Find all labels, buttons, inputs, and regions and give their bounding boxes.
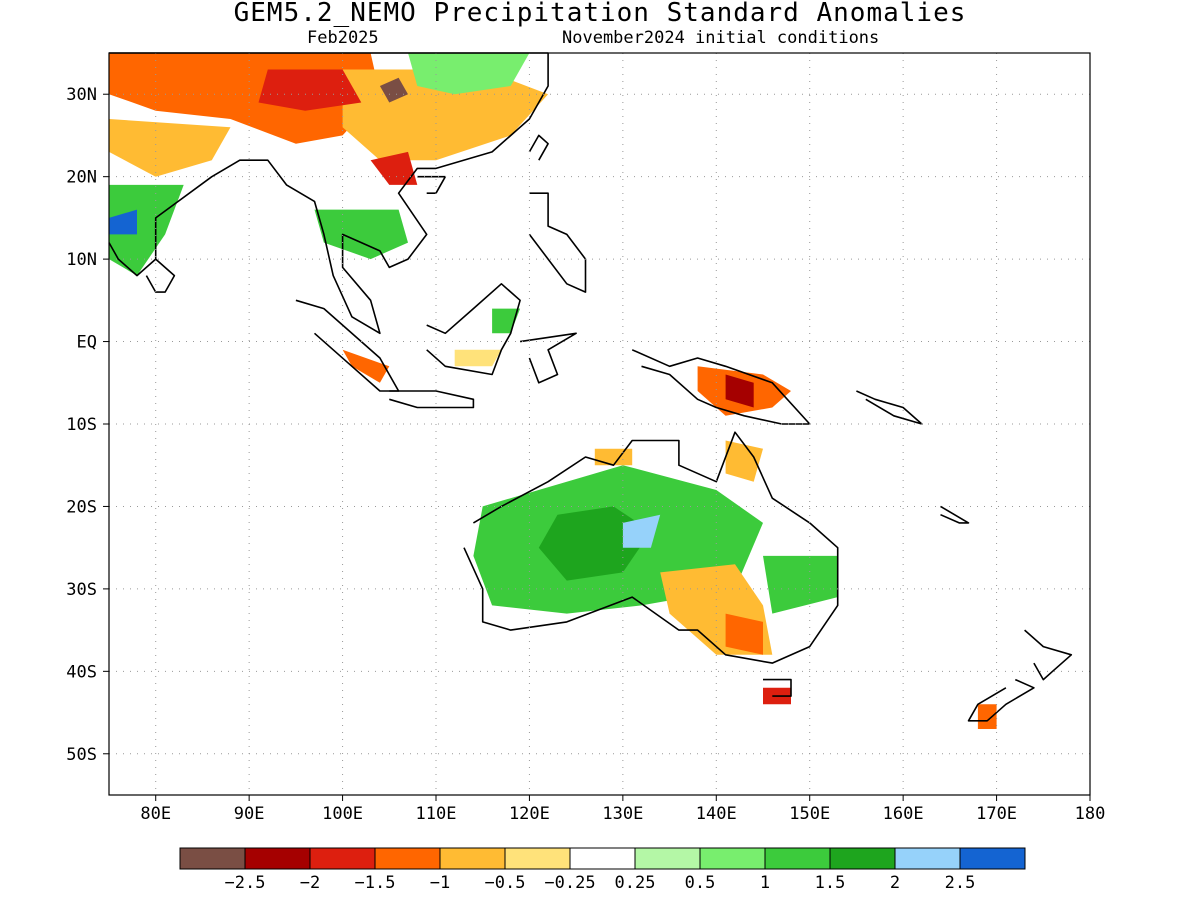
- anomaly-region-borneo-wet: [492, 308, 521, 334]
- x-tick-label: 110E: [416, 804, 457, 824]
- coastline-nz-south: [967, 678, 1035, 722]
- legend-swatch: [634, 847, 701, 870]
- legend-label: 0.5: [685, 873, 716, 893]
- y-tick-label: 30N: [66, 85, 97, 105]
- legend-swatch: [504, 847, 571, 870]
- coastline-australia: [463, 431, 839, 664]
- y-tick-label: 50S: [66, 745, 97, 765]
- anomaly-region-n-china-wet: [408, 53, 530, 95]
- coastline-solomon-is: [856, 390, 923, 425]
- x-tick-label: 90E: [234, 804, 265, 824]
- coastline-sri-lanka: [145, 258, 176, 293]
- color-legend: −2.5 −2 −1.5 −1 −0.5 −0.25 0.25 0.5 1 1.5 2 2.5: [179, 847, 1026, 893]
- initial-conditions-label: November2024 initial conditions: [562, 28, 880, 48]
- anomaly-region-aus-east-wet: [763, 555, 838, 614]
- y-tick-label: 10S: [66, 415, 97, 435]
- graticule-layer: [109, 53, 1090, 795]
- legend-label: 1.5: [815, 873, 846, 893]
- legend-swatch: [244, 847, 311, 870]
- anomaly-region-borneo-dry: [454, 349, 502, 367]
- y-tick-label: EQ: [77, 333, 97, 353]
- latitude-tick-labels: 30N 20N 10N EQ 10S 20S 30S 40S 50S: [66, 85, 109, 765]
- anomaly-region-aus-se-core: [725, 613, 763, 655]
- anomaly-region-tibet-max: [379, 77, 408, 103]
- coastline-java: [389, 390, 475, 409]
- legend-swatch: [959, 847, 1026, 870]
- legend-label: −0.25: [544, 873, 595, 893]
- legend-label: 1: [760, 873, 770, 893]
- anomaly-region-s-india-wet: [109, 184, 184, 276]
- legend-swatch: [439, 847, 506, 870]
- anomaly-region-aus-ne-dry: [725, 440, 763, 482]
- x-tick-label: 150E: [789, 804, 830, 824]
- legend-label: −1.5: [355, 873, 396, 893]
- legend-label: −2.5: [225, 873, 266, 893]
- x-tick-label: 130E: [602, 804, 643, 824]
- x-tick-label: 180: [1075, 804, 1106, 824]
- anomaly-region-sumatra-dry: [342, 349, 390, 383]
- legend-swatch: [829, 847, 896, 870]
- y-tick-label: 30S: [66, 580, 97, 600]
- anomaly-region-aus-n-dry: [594, 448, 633, 466]
- longitude-tick-labels: 80E 90E 100E 110E 120E 130E 140E 150E 160E 170E 18…: [140, 795, 1105, 824]
- coastline-asia-mainland: [108, 52, 549, 335]
- map-title: GEM5.2_NEMO Precipitation Standard Anoma…: [233, 0, 967, 28]
- x-tick-label: 160E: [883, 804, 924, 824]
- x-tick-label: 100E: [322, 804, 363, 824]
- legend-swatch: [179, 847, 246, 870]
- y-tick-label: 40S: [66, 662, 97, 682]
- anomaly-region-indochina-wet: [314, 209, 408, 260]
- x-tick-label: 120E: [509, 804, 550, 824]
- legend-label: 2.5: [945, 873, 976, 893]
- coastline-nz-north: [1024, 629, 1073, 681]
- coastline-layer: [108, 52, 1073, 722]
- y-tick-label: 20N: [66, 168, 97, 188]
- y-tick-label: 20S: [66, 497, 97, 517]
- coastline-sumatra: [295, 299, 400, 392]
- anomaly-region-s-china-dry: [370, 151, 418, 185]
- legend-swatch: [569, 847, 636, 870]
- coastline-borneo: [426, 282, 521, 376]
- x-tick-label: 80E: [140, 804, 171, 824]
- anomaly-region-png-max: [725, 374, 754, 408]
- anomaly-region-s-india-blue: [109, 209, 137, 235]
- coastline-philippines: [528, 192, 587, 293]
- anomaly-region-aus-center-wet: [538, 506, 651, 581]
- coastline-taiwan: [528, 134, 549, 161]
- legend-label: −2: [300, 873, 320, 893]
- coastline-tasmania: [763, 678, 792, 697]
- x-tick-label: 140E: [696, 804, 737, 824]
- legend-label: 0.25: [615, 873, 656, 893]
- legend-swatch: [764, 847, 831, 870]
- legend-label: 2: [890, 873, 900, 893]
- anomaly-region-aus-blue: [622, 514, 661, 548]
- x-tick-label: 170E: [976, 804, 1017, 824]
- legend-swatch: [374, 847, 441, 870]
- legend-swatch: [894, 847, 961, 870]
- legend-swatch: [699, 847, 766, 870]
- anomaly-region-nz-dry: [977, 704, 997, 729]
- anomaly-shading-layer: [109, 53, 997, 729]
- anomaly-region-tibet-core: [258, 69, 362, 111]
- legend-label: −0.5: [485, 873, 526, 893]
- y-tick-label: 10N: [66, 250, 97, 270]
- coastline-new-caledonia: [940, 505, 970, 524]
- coastline-hainan: [417, 175, 447, 194]
- forecast-month-label: Feb2025: [307, 28, 379, 48]
- legend-swatch: [309, 847, 376, 870]
- coastline-sulawesi: [519, 332, 577, 384]
- legend-label: −1: [430, 873, 450, 893]
- anomaly-region-w-india: [109, 119, 231, 177]
